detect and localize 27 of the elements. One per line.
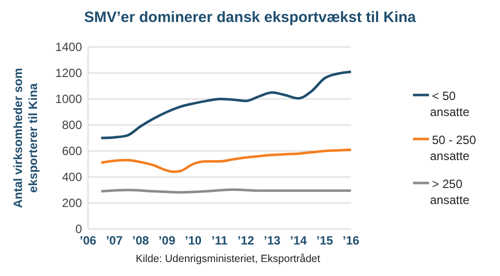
y-tick-label: 600 — [62, 144, 82, 158]
y-axis-title: Antal virksomheder som eksporterer til Kina — [11, 68, 40, 208]
x-tick-label: ’09 — [158, 234, 176, 248]
x-tick-label: ’08 — [132, 234, 150, 248]
chart-title: SMV’er dominerer dansk eksportvækst til Kina — [84, 9, 417, 26]
line-series — [100, 70, 352, 140]
x-tick-label: ’15 — [316, 234, 334, 248]
x-tick-label: ’16 — [342, 234, 360, 248]
y-tick-label: 1000 — [55, 92, 82, 106]
legend-label: < 50 ansatte — [430, 89, 470, 119]
x-tick-label: ’10 — [184, 234, 202, 248]
y-tick-label: 400 — [62, 170, 82, 184]
x-tick-label: ’06 — [80, 234, 97, 248]
x-tick-label: ’14 — [290, 234, 308, 248]
x-tick-label: ’07 — [106, 234, 123, 248]
x-tick-label: ’12 — [237, 234, 254, 248]
y-tick-label: 200 — [62, 196, 82, 210]
legend-label: 50 - 250 ansatte — [430, 133, 476, 163]
legend-label: > 250 ansatte — [430, 177, 470, 207]
y-tick-label: 800 — [62, 118, 82, 132]
y-tick-label: 1200 — [55, 66, 82, 80]
line-series — [100, 148, 352, 174]
text: Kilde: Udenrigsministeriet, Eksportrådet — [136, 253, 320, 265]
x-tick-label: ’11 — [211, 234, 228, 248]
x-tick-label: ’13 — [264, 234, 281, 248]
y-tick-label: 0 — [75, 222, 82, 236]
y-tick-label: 1400 — [55, 40, 82, 54]
